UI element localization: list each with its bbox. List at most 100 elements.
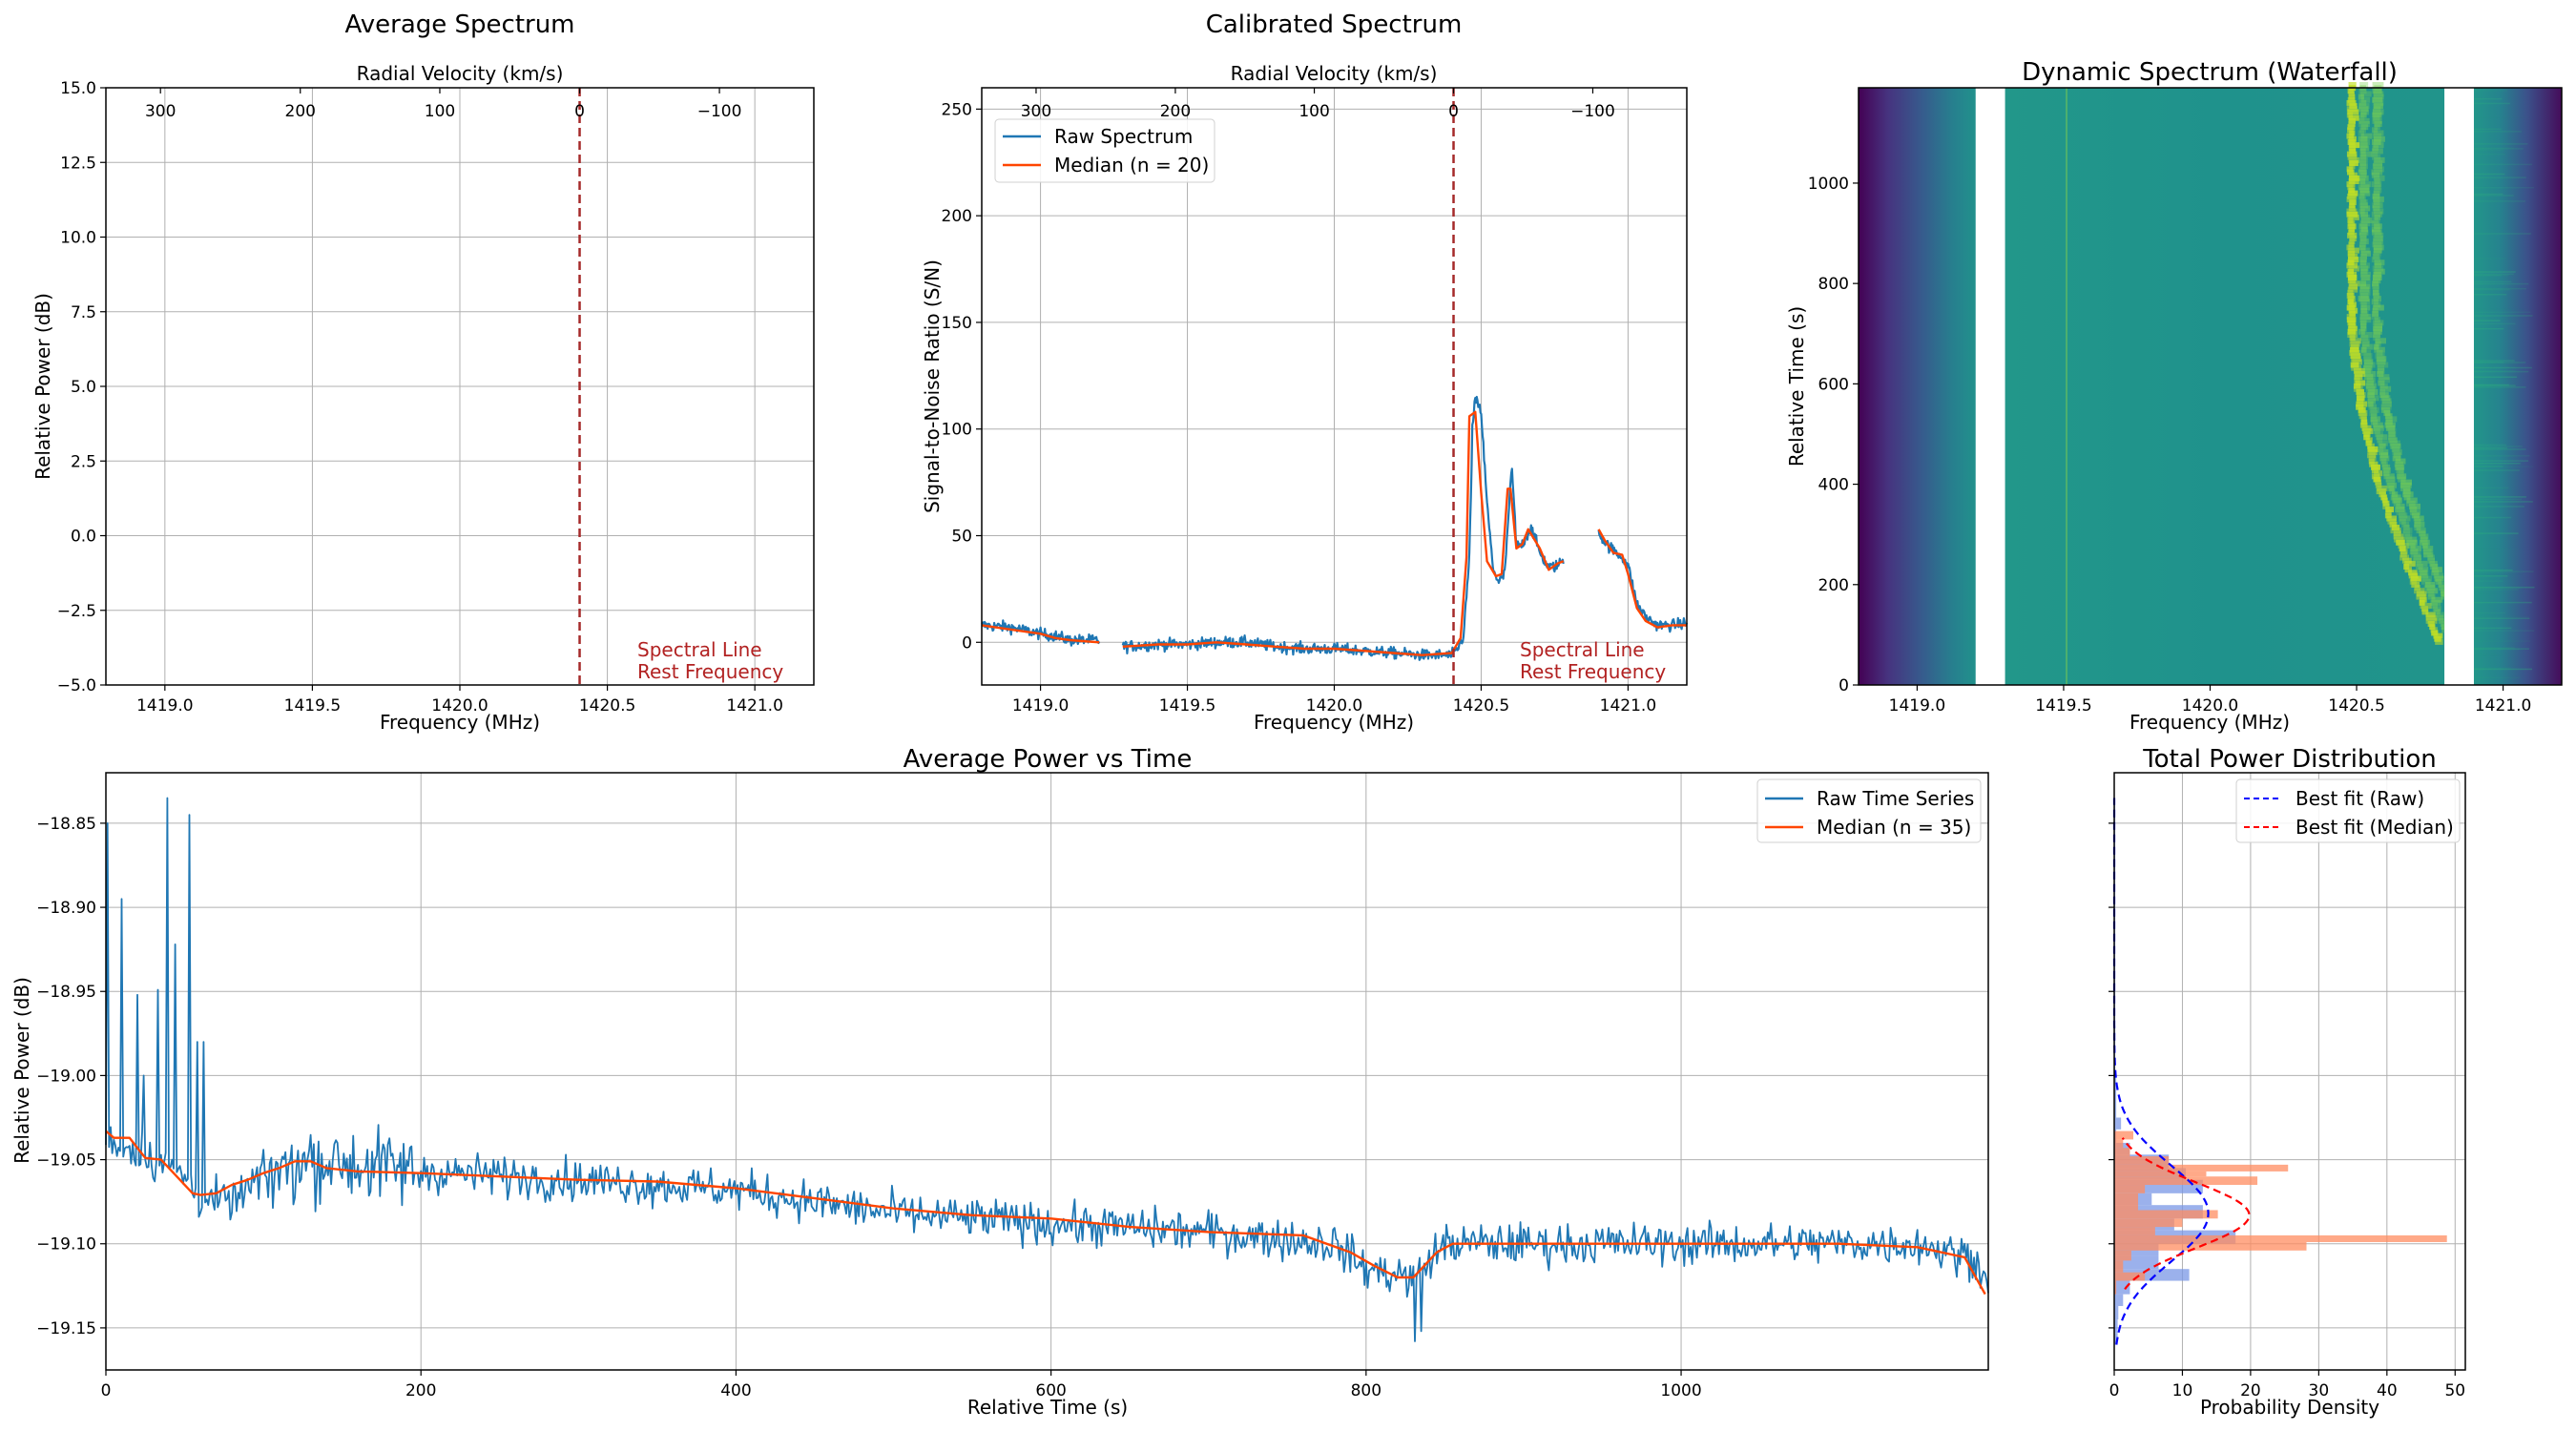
waterfall-emission-pixel — [2350, 338, 2361, 344]
waterfall-emission-pixel — [2374, 268, 2385, 275]
waterfall-emission-pixel — [2368, 449, 2378, 456]
waterfall-emission-pixel — [2358, 114, 2365, 121]
waterfall-emission-pixel — [2373, 106, 2381, 113]
waterfall-emission-pixel — [2411, 581, 2420, 588]
waterfall-streak — [2473, 233, 2531, 235]
waterfall-emission-pixel — [2395, 464, 2405, 470]
y-tick-label: −19.00 — [36, 1067, 96, 1086]
waterfall-emission-pixel — [2367, 398, 2377, 404]
waterfall-emission-pixel — [2385, 425, 2396, 431]
calibrated-spectrum-annotation-line1: Spectral Line — [1520, 638, 1645, 661]
waterfall-emission-pixel — [2386, 515, 2398, 522]
waterfall-streak — [2473, 466, 2534, 467]
waterfall-emission-pixel — [2371, 314, 2379, 321]
waterfall-streak — [2473, 147, 2515, 149]
waterfall-emission-pixel — [2359, 238, 2369, 245]
waterfall-emission-pixel — [2346, 211, 2358, 218]
legend-box — [2235, 778, 2461, 843]
waterfall-emission-pixel — [2359, 292, 2369, 299]
waterfall-emission-pixel — [2360, 325, 2367, 332]
waterfall-streak — [2473, 446, 2507, 449]
waterfall-emission-pixel — [2347, 259, 2355, 266]
waterfall-emission-pixel — [2359, 247, 2370, 254]
waterfall-emission-pixel — [2411, 512, 2420, 519]
waterfall-streak — [2473, 601, 2532, 604]
waterfall-streak — [2473, 630, 2535, 632]
waterfall-emission-pixel — [2366, 380, 2374, 386]
waterfall-emission-pixel — [2348, 190, 2358, 197]
waterfall-streak — [2473, 569, 2513, 571]
waterfall-emission-pixel — [2359, 112, 2367, 118]
waterfall-emission-pixel — [2389, 521, 2398, 528]
waterfall-emission-pixel — [2391, 491, 2399, 498]
waterfall-emission-pixel — [2358, 202, 2369, 209]
waterfall-x-axis-label: Frequency (MHz) — [2129, 711, 2290, 734]
power-distribution-title: Total Power Distribution — [2142, 745, 2437, 774]
waterfall-emission-pixel — [2419, 596, 2427, 603]
y-tick-label: 600 — [1818, 375, 1849, 394]
waterfall-emission-pixel — [2377, 437, 2383, 444]
waterfall-streak — [2473, 588, 2522, 590]
x-tick-label: 1419.0 — [1012, 696, 1069, 716]
waterfall-emission-pixel — [2377, 367, 2385, 374]
y-tick-label: 0.0 — [71, 528, 96, 547]
waterfall-emission-pixel — [2408, 572, 2419, 579]
waterfall-emission-pixel — [2347, 184, 2354, 191]
waterfall-emission-pixel — [2359, 91, 2372, 97]
waterfall-emission-pixel — [2354, 371, 2366, 378]
waterfall-emission-pixel — [2347, 328, 2357, 335]
waterfall-emission-pixel — [2413, 515, 2424, 522]
waterfall-emission-pixel — [2399, 515, 2411, 522]
waterfall-emission-pixel — [2359, 314, 2371, 321]
waterfall-emission-pixel — [2368, 388, 2379, 395]
waterfall-emission-pixel — [2374, 259, 2385, 266]
waterfall-band-left — [1859, 88, 1976, 685]
waterfall-emission-pixel — [2372, 117, 2382, 124]
waterfall-emission-pixel — [2373, 142, 2384, 149]
waterfall-emission-pixel — [2394, 452, 2401, 459]
x-tick-label: 1421.0 — [726, 696, 782, 716]
waterfall-emission-pixel — [2380, 404, 2392, 410]
waterfall-streak — [2473, 617, 2530, 619]
waterfall-emission-pixel — [2430, 603, 2439, 610]
x-tick-label: 400 — [720, 1381, 751, 1400]
waterfall-emission-pixel — [2350, 343, 2359, 350]
waterfall-emission-pixel — [2372, 163, 2383, 170]
waterfall-emission-pixel — [2349, 301, 2357, 308]
waterfall-emission-pixel — [2399, 546, 2406, 552]
waterfall-emission-pixel — [2374, 470, 2383, 477]
waterfall-emission-pixel — [2358, 178, 2366, 185]
waterfall-emission-pixel — [2414, 585, 2421, 591]
median-spectrum-line — [1597, 529, 1687, 629]
waterfall-streak — [2473, 455, 2530, 457]
x-tick-label: 1419.5 — [1159, 696, 1215, 716]
x-tick-label: 1420.5 — [579, 696, 635, 716]
waterfall-emission-pixel — [2349, 130, 2356, 136]
waterfall-streak — [2473, 369, 2516, 372]
waterfall-emission-pixel — [2396, 503, 2405, 509]
waterfall-streak — [2473, 360, 2515, 362]
power-vs-time-grid — [105, 773, 1988, 1370]
waterfall-streak — [2473, 589, 2519, 591]
waterfall-emission-pixel — [2373, 253, 2379, 259]
waterfall-emission-pixel — [2358, 262, 2370, 269]
waterfall-emission-pixel — [2349, 142, 2360, 149]
waterfall-streak — [2473, 322, 2516, 325]
waterfall-emission-pixel — [2359, 187, 2370, 194]
waterfall-emission-pixel — [2348, 205, 2356, 212]
top-tick-label: 0 — [574, 102, 585, 121]
waterfall-emission-pixel — [2374, 121, 2382, 128]
median-time-series-line — [105, 1130, 1986, 1296]
y-tick-label: 250 — [942, 100, 972, 119]
waterfall-emission-pixel — [2359, 422, 2368, 428]
waterfall-emission-pixel — [2365, 371, 2377, 378]
waterfall-emission-pixel — [2348, 117, 2356, 124]
waterfall-emission-pixel — [2405, 536, 2418, 543]
waterfall-streak — [2473, 384, 2509, 386]
waterfall-emission-pixel — [2348, 226, 2356, 233]
waterfall-emission-pixel — [2372, 304, 2384, 311]
waterfall-emission-pixel — [2360, 96, 2371, 103]
raw-histogram-bar — [2114, 1305, 2119, 1320]
waterfall-emission-pixel — [2413, 554, 2422, 561]
waterfall-emission-pixel — [2359, 142, 2368, 149]
